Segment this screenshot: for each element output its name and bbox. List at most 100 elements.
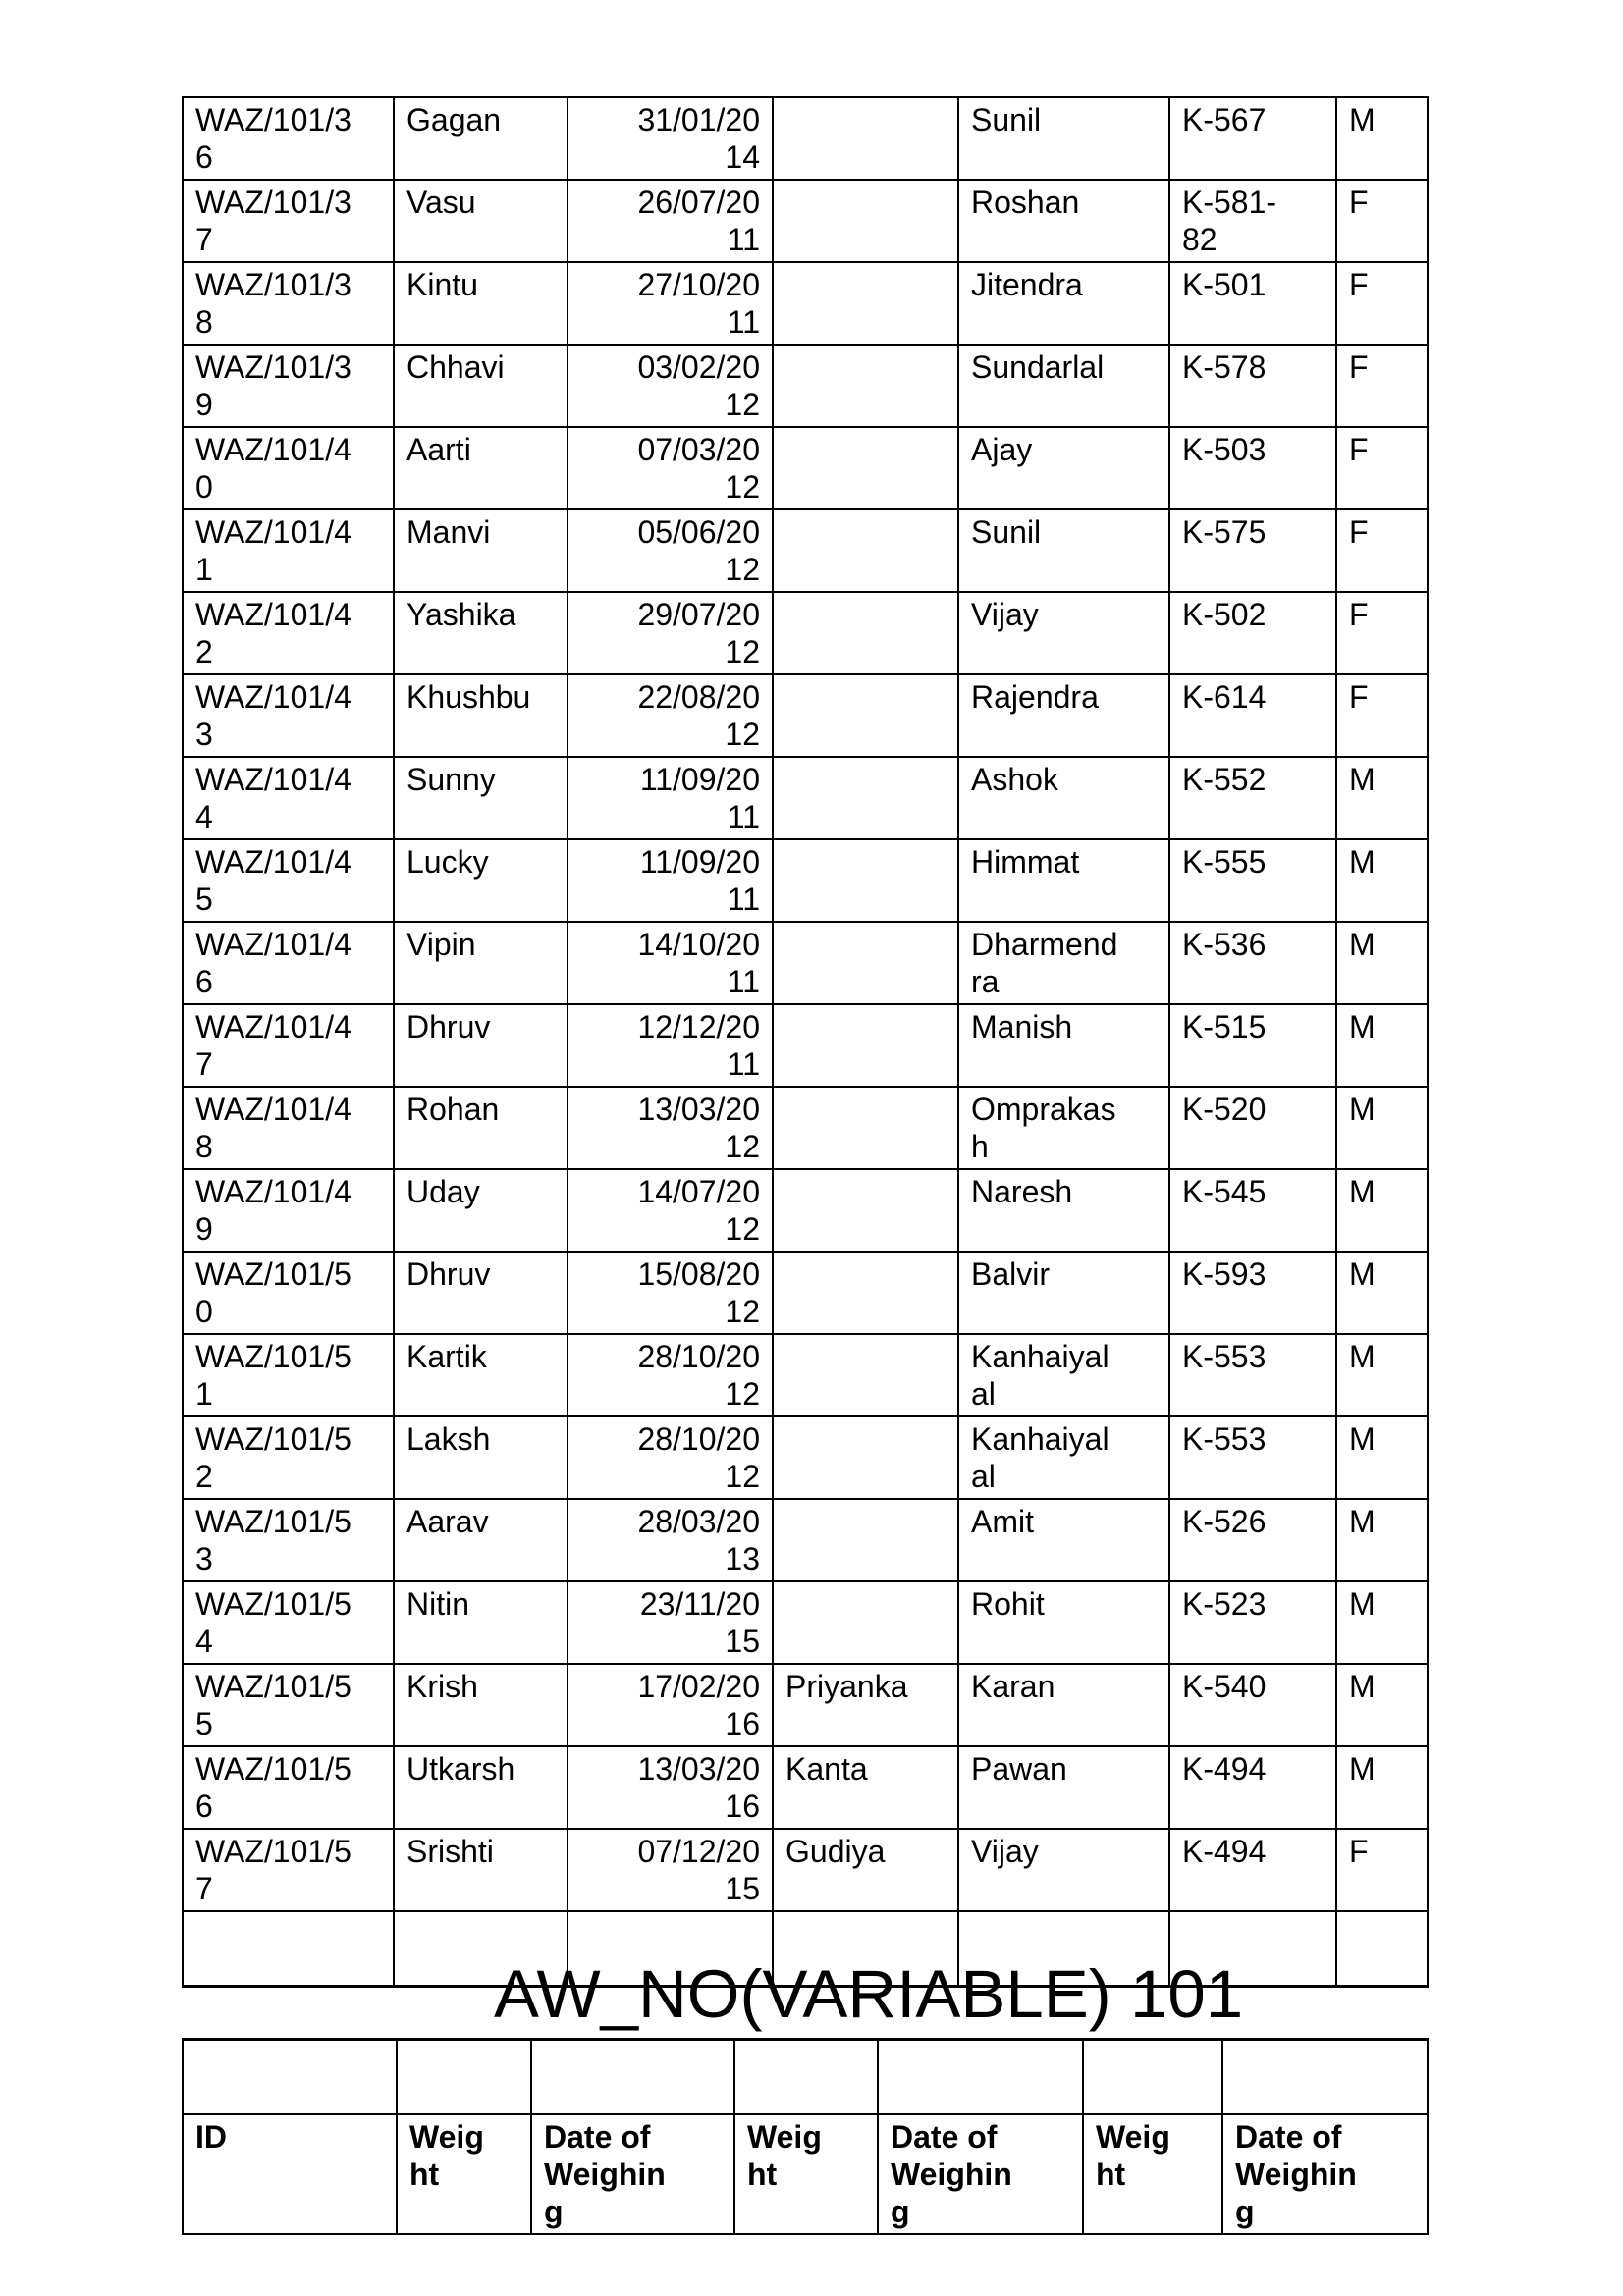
cell-mother-name bbox=[772, 508, 959, 593]
cell-k-number: K-567 bbox=[1168, 96, 1337, 181]
cell-father-name: Kanhaiyal al bbox=[957, 1333, 1170, 1417]
cell-father-name: Sunil bbox=[957, 96, 1170, 181]
cell-dob: 11/09/20 11 bbox=[567, 838, 774, 923]
cell-k-number: K-494 bbox=[1168, 1745, 1337, 1830]
cell-mother-name bbox=[772, 673, 959, 758]
cell-child-name: Manvi bbox=[393, 508, 568, 593]
cell-gender: F bbox=[1335, 508, 1429, 593]
cell-child-name: Aarti bbox=[393, 426, 568, 510]
empty-cell bbox=[1082, 2038, 1223, 2115]
registry-table: WAZ/101/3 6 Gagan 31/01/20 14 Sunil K-56… bbox=[182, 96, 1429, 1988]
cell-father-name: Omprakas h bbox=[957, 1086, 1170, 1170]
empty-row bbox=[182, 1910, 1429, 1988]
cell-gender: F bbox=[1335, 179, 1429, 263]
table-row: WAZ/101/5 3 Aarav 28/03/20 13 Amit K-526… bbox=[182, 1498, 1429, 1582]
cell-dob: 27/10/20 11 bbox=[567, 261, 774, 346]
cell-k-number: K-555 bbox=[1168, 838, 1337, 923]
cell-k-number: K-614 bbox=[1168, 673, 1337, 758]
cell-child-name: Gagan bbox=[393, 96, 568, 181]
empty-cell bbox=[396, 2038, 532, 2115]
cell-k-number: K-503 bbox=[1168, 426, 1337, 510]
cell-gender: F bbox=[1335, 261, 1429, 346]
cell-child-name: Uday bbox=[393, 1168, 568, 1253]
empty-cell bbox=[182, 1910, 395, 1988]
cell-child-id: WAZ/101/4 5 bbox=[182, 838, 395, 923]
table-row: WAZ/101/3 9 Chhavi 03/02/20 12 Sundarlal… bbox=[182, 344, 1429, 428]
table-row: WAZ/101/4 0 Aarti 07/03/20 12 Ajay K-503… bbox=[182, 426, 1429, 510]
cell-mother-name: Gudiya bbox=[772, 1828, 959, 1912]
cell-child-name: Sunny bbox=[393, 756, 568, 840]
header-date-of-weighing: Date of Weighin g bbox=[530, 2112, 735, 2235]
cell-mother-name bbox=[772, 261, 959, 346]
cell-k-number: K-593 bbox=[1168, 1251, 1337, 1335]
table-row: WAZ/101/4 9 Uday 14/07/20 12 Naresh K-54… bbox=[182, 1168, 1429, 1253]
cell-father-name: Amit bbox=[957, 1498, 1170, 1582]
cell-dob: 28/03/20 13 bbox=[567, 1498, 774, 1582]
table-row: WAZ/101/5 5 Krish 17/02/20 16 Priyanka K… bbox=[182, 1663, 1429, 1747]
cell-gender: M bbox=[1335, 1745, 1429, 1830]
cell-gender: M bbox=[1335, 1333, 1429, 1417]
table-row: WAZ/101/5 0 Dhruv 15/08/20 12 Balvir K-5… bbox=[182, 1251, 1429, 1335]
table-row: WAZ/101/4 1 Manvi 05/06/20 12 Sunil K-57… bbox=[182, 508, 1429, 593]
cell-mother-name bbox=[772, 179, 959, 263]
cell-gender: M bbox=[1335, 1003, 1429, 1088]
cell-child-id: WAZ/101/5 5 bbox=[182, 1663, 395, 1747]
table-row: WAZ/101/4 2 Yashika 29/07/20 12 Vijay K-… bbox=[182, 591, 1429, 675]
table-row: WAZ/101/4 4 Sunny 11/09/20 11 Ashok K-55… bbox=[182, 756, 1429, 840]
cell-k-number: K-536 bbox=[1168, 921, 1337, 1005]
cell-father-name: Dharmend ra bbox=[957, 921, 1170, 1005]
cell-father-name: Jitendra bbox=[957, 261, 1170, 346]
cell-k-number: K-575 bbox=[1168, 508, 1337, 593]
cell-child-name: Srishti bbox=[393, 1828, 568, 1912]
cell-dob: 29/07/20 12 bbox=[567, 591, 774, 675]
cell-gender: M bbox=[1335, 1580, 1429, 1665]
cell-mother-name bbox=[772, 1168, 959, 1253]
cell-child-id: WAZ/101/3 8 bbox=[182, 261, 395, 346]
cell-dob: 17/02/20 16 bbox=[567, 1663, 774, 1747]
cell-child-id: WAZ/101/4 2 bbox=[182, 591, 395, 675]
cell-mother-name bbox=[772, 426, 959, 510]
table-row: WAZ/101/3 6 Gagan 31/01/20 14 Sunil K-56… bbox=[182, 96, 1429, 181]
cell-mother-name bbox=[772, 1498, 959, 1582]
cell-child-name: Chhavi bbox=[393, 344, 568, 428]
cell-child-id: WAZ/101/5 6 bbox=[182, 1745, 395, 1830]
empty-cell bbox=[393, 1910, 568, 1988]
cell-dob: 11/09/20 11 bbox=[567, 756, 774, 840]
cell-child-name: Dhruv bbox=[393, 1003, 568, 1088]
cell-gender: M bbox=[1335, 756, 1429, 840]
cell-father-name: Sundarlal bbox=[957, 344, 1170, 428]
cell-dob: 07/03/20 12 bbox=[567, 426, 774, 510]
cell-gender: M bbox=[1335, 1251, 1429, 1335]
cell-child-id: WAZ/101/4 0 bbox=[182, 426, 395, 510]
cell-child-id: WAZ/101/4 4 bbox=[182, 756, 395, 840]
cell-child-name: Krish bbox=[393, 1663, 568, 1747]
cell-dob: 14/10/20 11 bbox=[567, 921, 774, 1005]
table-row: WAZ/101/4 3 Khushbu 22/08/20 12 Rajendra… bbox=[182, 673, 1429, 758]
cell-child-id: WAZ/101/5 7 bbox=[182, 1828, 395, 1912]
cell-child-id: WAZ/101/5 1 bbox=[182, 1333, 395, 1417]
cell-mother-name bbox=[772, 1580, 959, 1665]
header-date-of-weighing: Date of Weighin g bbox=[877, 2112, 1084, 2235]
cell-gender: M bbox=[1335, 1168, 1429, 1253]
cell-child-id: WAZ/101/5 3 bbox=[182, 1498, 395, 1582]
cell-k-number: K-515 bbox=[1168, 1003, 1337, 1088]
cell-gender: M bbox=[1335, 1415, 1429, 1500]
cell-dob: 07/12/20 15 bbox=[567, 1828, 774, 1912]
cell-k-number: K-523 bbox=[1168, 1580, 1337, 1665]
header-weight: Weig ht bbox=[1082, 2112, 1223, 2235]
cell-k-number: K-502 bbox=[1168, 591, 1337, 675]
cell-father-name: Roshan bbox=[957, 179, 1170, 263]
cell-mother-name bbox=[772, 1415, 959, 1500]
empty-cell bbox=[772, 1910, 959, 1988]
cell-child-name: Vasu bbox=[393, 179, 568, 263]
table-row: WAZ/101/4 6 Vipin 14/10/20 11 Dharmend r… bbox=[182, 921, 1429, 1005]
cell-k-number: K-540 bbox=[1168, 1663, 1337, 1747]
table-row: WAZ/101/3 8 Kintu 27/10/20 11 Jitendra K… bbox=[182, 261, 1429, 346]
empty-cell bbox=[957, 1910, 1170, 1988]
cell-child-id: WAZ/101/4 7 bbox=[182, 1003, 395, 1088]
cell-father-name: Sunil bbox=[957, 508, 1170, 593]
cell-child-name: Vipin bbox=[393, 921, 568, 1005]
cell-child-id: WAZ/101/4 3 bbox=[182, 673, 395, 758]
cell-k-number: K-520 bbox=[1168, 1086, 1337, 1170]
